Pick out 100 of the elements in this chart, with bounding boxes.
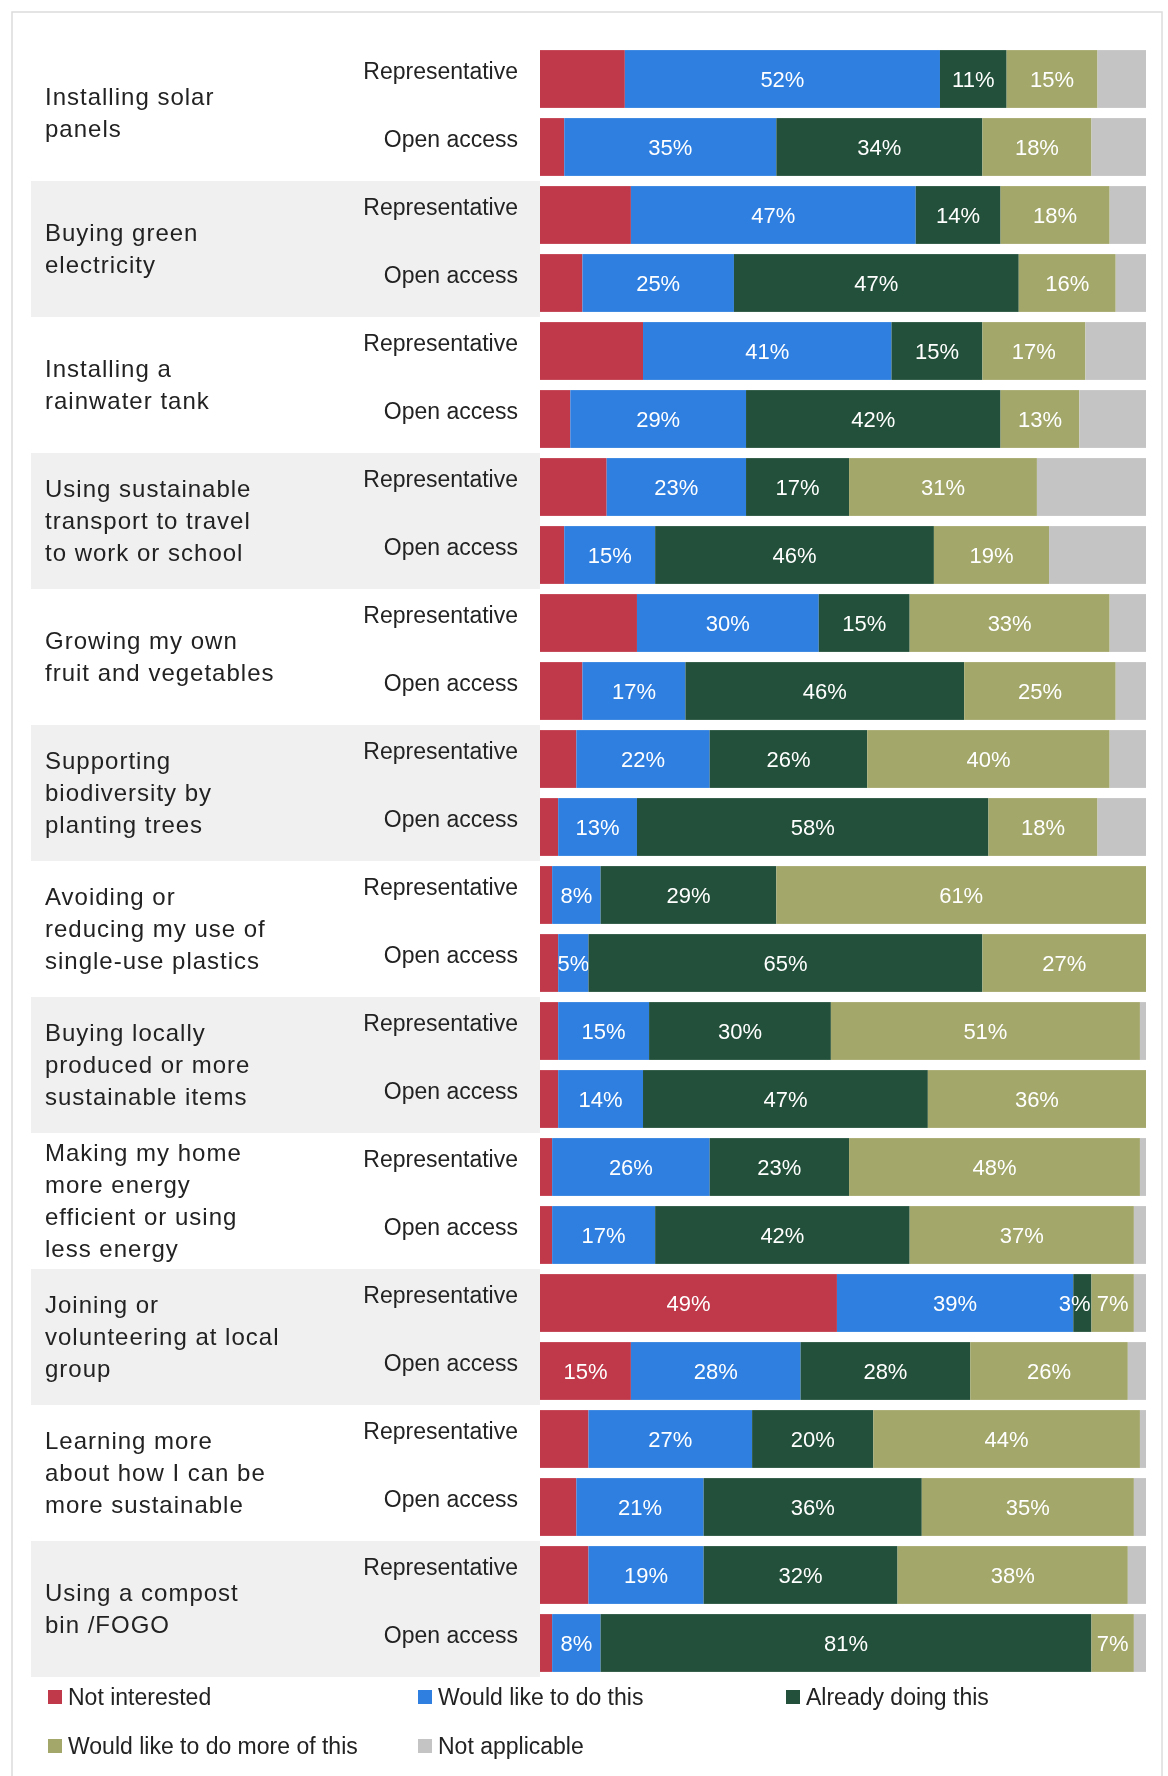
- bar: [558, 1070, 644, 1128]
- y-tick-label: Open access: [383, 1486, 518, 1513]
- bar: [576, 730, 710, 788]
- data-label: 47%: [763, 1086, 808, 1112]
- bar: [540, 1002, 559, 1060]
- data-label: 17%: [775, 474, 820, 500]
- bar: [552, 1138, 710, 1196]
- data-label: 34%: [857, 134, 902, 160]
- bar: [1000, 186, 1110, 244]
- data-label: 15%: [1030, 66, 1075, 92]
- bar: [1127, 1342, 1146, 1400]
- bar: [588, 1546, 704, 1604]
- y-tick-label: Representative: [363, 58, 518, 85]
- bar: [540, 1138, 553, 1196]
- bar: [540, 662, 583, 720]
- data-label: 15%: [581, 1018, 626, 1044]
- data-label: 22%: [621, 746, 666, 772]
- bar: [1079, 390, 1146, 448]
- bar: [576, 1478, 704, 1536]
- data-label: 49%: [666, 1290, 711, 1316]
- bar: [540, 1410, 589, 1468]
- bar: [1115, 254, 1146, 312]
- bar: [921, 1478, 1134, 1536]
- data-label: 37%: [999, 1222, 1044, 1248]
- bar: [540, 1478, 577, 1536]
- bar: [540, 594, 637, 652]
- text: Using sustainable transport to travel to work or school: [45, 475, 252, 567]
- text: Avoiding or reducing my use of single-use plastics: [45, 883, 266, 975]
- text: Installing solar panels: [45, 83, 215, 143]
- y-tick-label: Open access: [383, 126, 518, 153]
- bar: [540, 322, 644, 380]
- bar: [570, 390, 747, 448]
- bar: [630, 1342, 801, 1400]
- bar: [600, 866, 777, 924]
- bar: [982, 322, 1086, 380]
- bar: [540, 1614, 553, 1672]
- data-label: 29%: [636, 406, 681, 432]
- y-tick-label: Representative: [363, 466, 518, 493]
- bar: [540, 730, 577, 788]
- bar: [1139, 1410, 1146, 1468]
- data-label: 18%: [1020, 814, 1065, 840]
- bar: [909, 1206, 1134, 1264]
- bar: [540, 934, 559, 992]
- bar: [540, 1206, 553, 1264]
- data-label: 44%: [984, 1426, 1029, 1452]
- text: Buying locally produced or more sustainable items: [45, 1019, 251, 1111]
- data-label: 61%: [939, 882, 984, 908]
- bar: [1127, 1546, 1146, 1604]
- data-label: 19%: [969, 542, 1014, 568]
- bar: [830, 1002, 1140, 1060]
- y-tick-label: Open access: [383, 534, 518, 561]
- y-tick-label: Representative: [363, 602, 518, 629]
- bar: [1133, 1274, 1146, 1332]
- bar: [891, 322, 983, 380]
- data-label: 15%: [563, 1358, 608, 1384]
- bar: [709, 1138, 850, 1196]
- y-tick-label: Representative: [363, 1418, 518, 1445]
- bar: [564, 118, 777, 176]
- bar: [746, 458, 850, 516]
- data-label: 8%: [560, 1630, 593, 1656]
- bar: [915, 186, 1001, 244]
- data-label: 7%: [1096, 1630, 1129, 1656]
- bar: [752, 1410, 874, 1468]
- bar: [636, 594, 819, 652]
- bar: [964, 662, 1116, 720]
- y-tick-label: Representative: [363, 738, 518, 765]
- data-label: 27%: [1042, 950, 1087, 976]
- bar: [643, 322, 892, 380]
- bar: [867, 730, 1110, 788]
- data-label: 25%: [1017, 678, 1062, 704]
- bar: [558, 1002, 650, 1060]
- bar: [909, 594, 1110, 652]
- bar: [655, 1206, 910, 1264]
- data-label: 26%: [766, 746, 811, 772]
- bar: [873, 1410, 1140, 1468]
- bar: [636, 798, 989, 856]
- bar: [703, 1478, 922, 1536]
- data-label: 46%: [772, 542, 817, 568]
- bar: [776, 118, 983, 176]
- y-tick-label: Open access: [383, 942, 518, 969]
- data-label: 17%: [581, 1222, 626, 1248]
- bar: [685, 662, 965, 720]
- data-label: 25%: [636, 270, 681, 296]
- y-tick-label: Representative: [363, 1146, 518, 1173]
- bar: [933, 526, 1050, 584]
- y-tick-label: Representative: [363, 194, 518, 221]
- data-label: 31%: [920, 474, 966, 500]
- bar: [540, 118, 565, 176]
- text: Making my home more energy efficient or using less energy: [45, 1139, 242, 1263]
- bar: [588, 934, 983, 992]
- bar: [1109, 594, 1146, 652]
- bar: [1133, 1478, 1146, 1536]
- data-label: 35%: [1005, 1494, 1050, 1520]
- y-tick-label: Open access: [383, 1350, 518, 1377]
- data-label: 33%: [987, 610, 1032, 636]
- data-label: 26%: [1027, 1358, 1072, 1384]
- data-label: 36%: [790, 1494, 835, 1520]
- bar: [552, 1614, 601, 1672]
- data-label: 30%: [717, 1018, 762, 1044]
- data-label: 65%: [763, 950, 808, 976]
